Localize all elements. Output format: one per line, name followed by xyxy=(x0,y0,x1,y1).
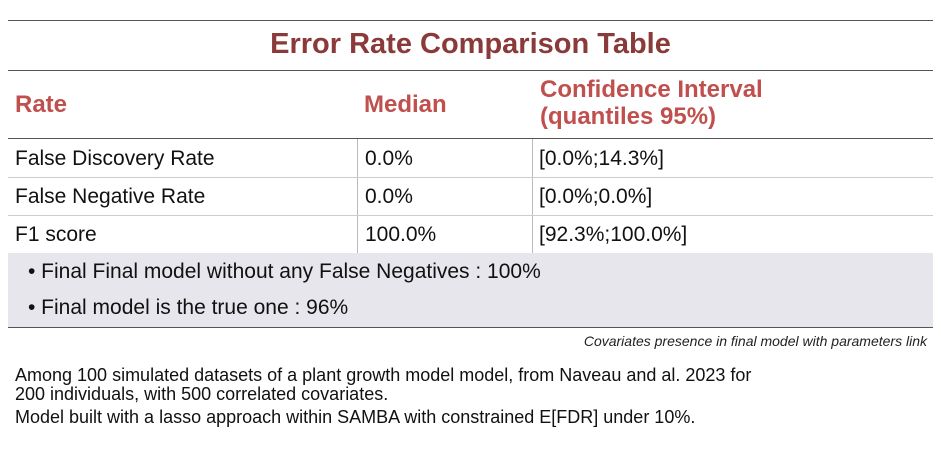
footer-line-3: Model built with a lasso approach within… xyxy=(15,407,696,427)
bottom-rule xyxy=(8,327,933,328)
notes-panel xyxy=(8,253,933,327)
row-3-ci: [92.3%;100.0%] xyxy=(539,223,688,246)
column-divider-2 xyxy=(532,139,533,253)
column-divider-1 xyxy=(357,139,358,253)
row-1-ci: [0.0%;14.3%] xyxy=(539,147,664,170)
footer-line-1: Among 100 simulated datasets of a plant … xyxy=(15,365,752,385)
title-rule xyxy=(8,70,933,71)
note-1: • Final Final model without any False Ne… xyxy=(28,260,541,283)
row-2-median: 0.0% xyxy=(365,185,413,208)
footer-line-2: 200 individuals, with 500 correlated cov… xyxy=(15,384,389,404)
row-2-rate: False Negative Rate xyxy=(15,185,206,208)
header-rate: Rate xyxy=(15,91,68,118)
header-ci-line2: (quantiles 95%) xyxy=(540,103,717,130)
table-title: Error Rate Comparison Table xyxy=(270,28,671,60)
header-rule xyxy=(8,138,933,139)
row-3-rate: F1 score xyxy=(15,223,97,246)
top-rule xyxy=(8,20,933,21)
row-3-median: 100.0% xyxy=(365,223,437,246)
row-divider-1 xyxy=(8,177,933,178)
row-2-ci: [0.0%;0.0%] xyxy=(539,185,653,208)
header-median: Median xyxy=(364,91,447,118)
header-ci-line1: Confidence Interval xyxy=(540,76,763,103)
row-1-median: 0.0% xyxy=(365,147,413,170)
note-2: • Final model is the true one : 96% xyxy=(28,296,349,319)
row-1-rate: False Discovery Rate xyxy=(15,147,215,170)
table-caption: Covariates presence in final model with … xyxy=(583,333,927,349)
row-divider-2 xyxy=(8,215,933,216)
